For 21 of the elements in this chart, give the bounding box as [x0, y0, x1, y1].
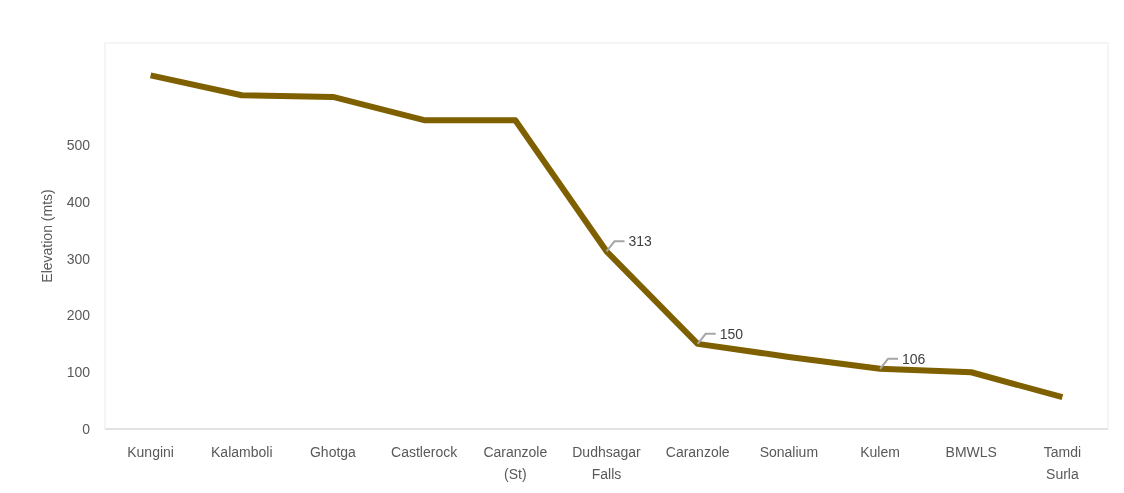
data-label: 313	[628, 233, 653, 250]
data-label: 150	[719, 325, 744, 342]
x-tick-label: Dudhsagar Falls	[572, 444, 642, 482]
x-tick-label: Sonalium	[759, 444, 819, 460]
x-tick-label: Kulem	[860, 444, 900, 460]
x-tick-label: Caranzole (St)	[483, 444, 548, 482]
y-tick-label: 500	[66, 137, 91, 154]
x-tick-label: Caranzole	[665, 444, 730, 460]
y-axis-title: Elevation (mts)	[39, 189, 55, 283]
x-tick-label: Castlerock	[391, 444, 459, 460]
x-tick-label: Tamdi Surla	[1043, 444, 1082, 482]
y-tick-label: 300	[66, 250, 91, 267]
x-tick-label: Kalamboli	[211, 444, 273, 460]
y-tick-label: 0	[82, 420, 91, 437]
y-tick-label: 400	[66, 193, 91, 210]
y-tick-label: 200	[66, 307, 91, 324]
x-tick-label: Kungini	[127, 444, 174, 460]
data-label: 106	[902, 350, 926, 367]
x-tick-label: BMWLS	[945, 444, 997, 460]
y-tick-label: 100	[66, 364, 91, 381]
x-tick-label: Ghotga	[309, 444, 357, 460]
